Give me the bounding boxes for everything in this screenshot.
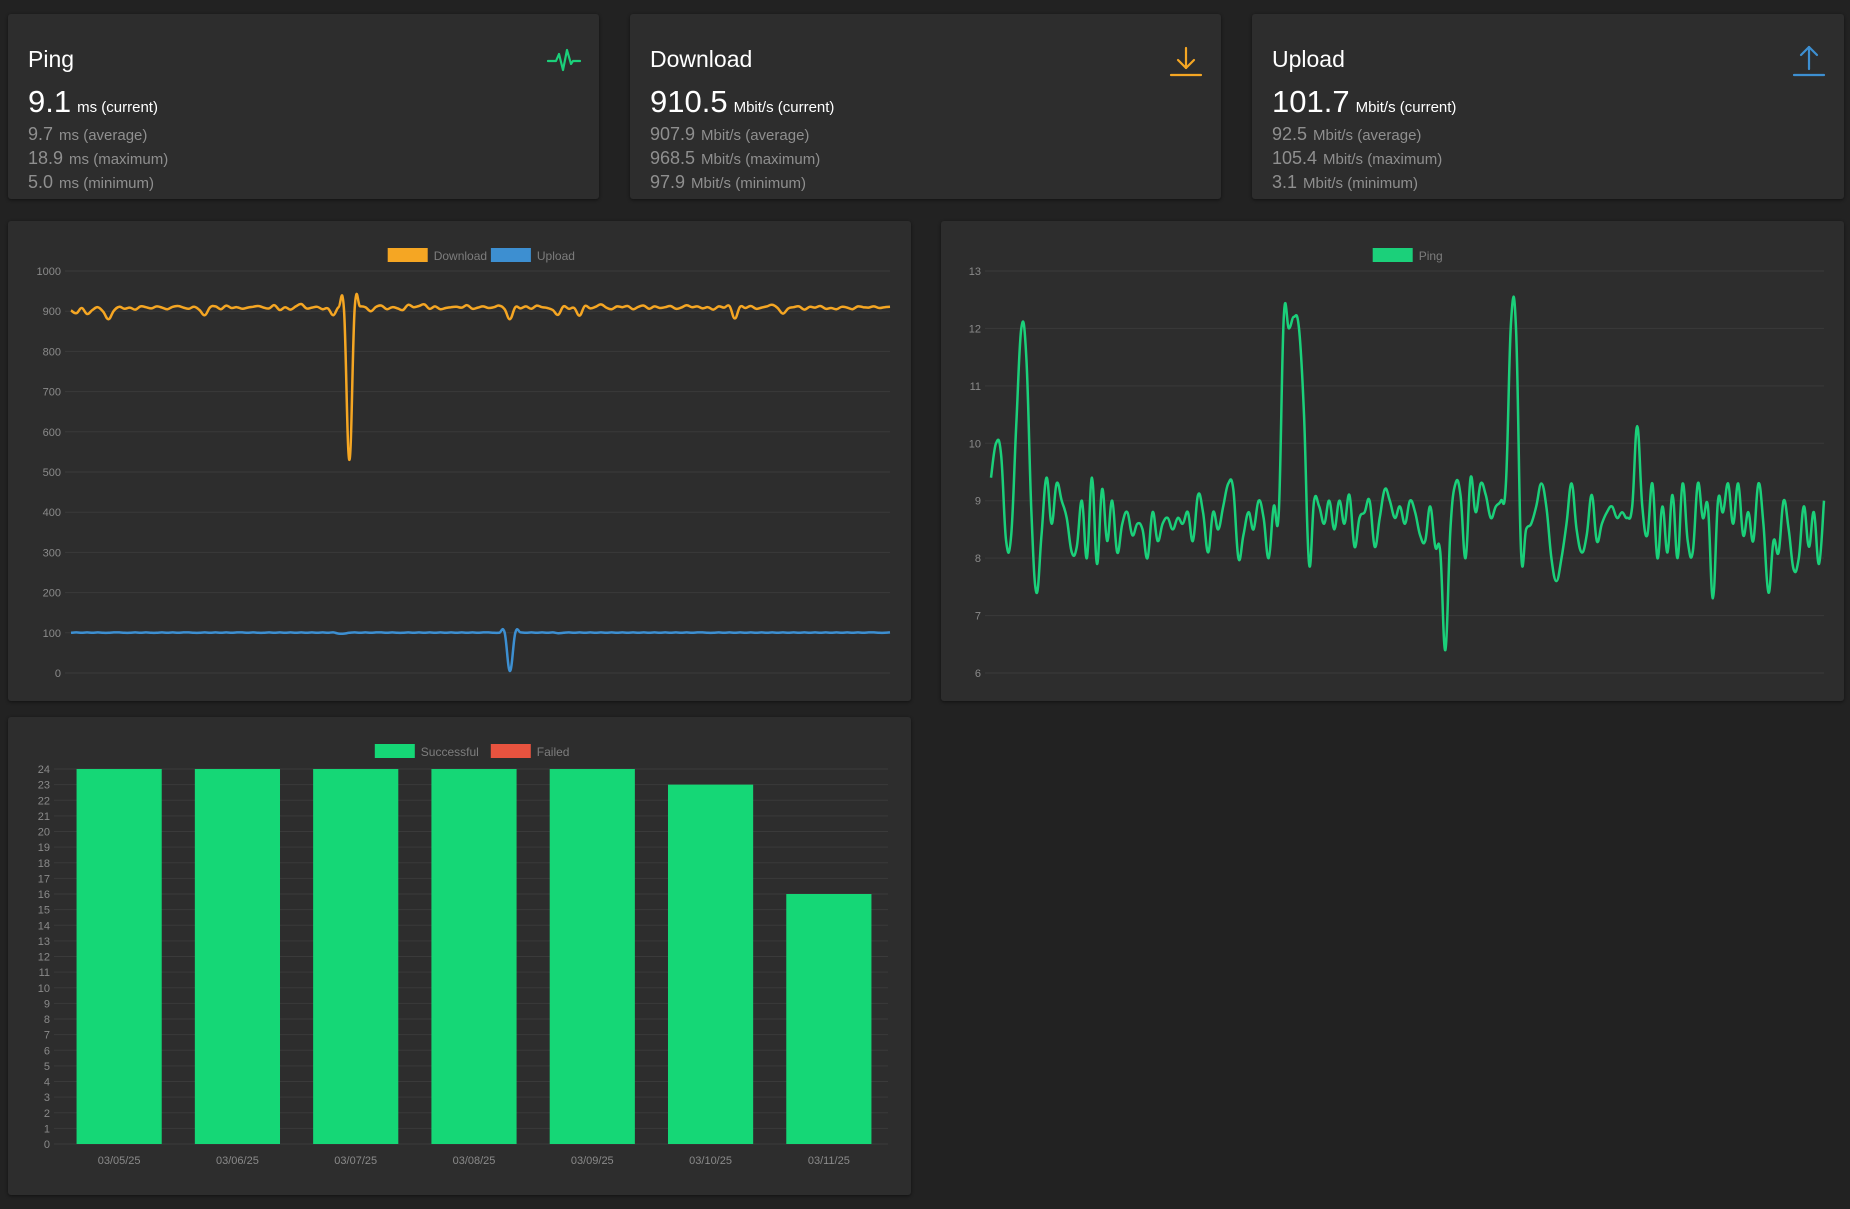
upload-minimum: 3.1 Mbit/s (minimum) [1272,172,1419,192]
download-stat-card: Download 910.5 Mbit/s (current) 907.9 Mbit… [630,14,1221,199]
legend-label-failed: Failed [537,745,570,759]
ping-stat-card: Ping 9.1 ms (current) 9.7 ms (average) 18.… [8,14,599,199]
y-tick-label: 0 [55,668,61,680]
download-maximum: 968.5 Mbit/s (maximum) [650,148,821,168]
y-tick-label: 14 [38,920,50,932]
y-tick-label: 900 [43,306,61,318]
y-tick-label: 17 [38,873,50,885]
y-tick-label: 6 [975,668,981,680]
bar-successful [549,769,635,1144]
y-tick-label: 9 [975,496,981,508]
y-tick-label: 10 [38,983,50,995]
y-tick-label: 7 [44,1030,50,1042]
legend-label-ping: Ping [1419,249,1443,263]
download-current: 910.5 Mbit/s (current) [650,84,835,119]
y-tick-label: 23 [38,780,50,792]
legend-swatch-ping [1372,248,1413,262]
bar-successful [76,769,162,1144]
y-tick-label: 500 [43,467,61,479]
series-line-upload [70,627,891,673]
x-tick-label: 03/05/25 [98,1155,141,1167]
y-tick-label: 800 [43,346,61,358]
x-tick-label: 03/06/25 [216,1155,259,1167]
upload-current: 101.7 Mbit/s (current) [1272,84,1457,119]
legend-swatch-failed [490,744,531,758]
bar-successful [431,769,517,1144]
legend-swatch-successful [374,744,415,758]
y-tick-label: 8 [975,553,981,565]
series-line-ping [989,295,1826,652]
y-tick-label: 6 [44,1045,50,1057]
y-tick-label: 12 [969,323,981,335]
results-chart-card: 0 1 2 3 4 5 6 7 8 9 10 11 12 13 14 15 16 17 18 19 20 21 22 23 24… [8,717,911,1195]
y-tick-label: 19 [38,842,50,854]
speed-chart-card: 0 100 200 300 400 500 600 700 800 900 1000 Download… [8,221,911,701]
x-tick-label: 03/10/25 [689,1155,732,1167]
download-minimum: 97.9 Mbit/s (minimum) [650,172,807,192]
y-tick-label: 600 [43,427,61,439]
speed-chart: 0 100 200 300 400 500 600 700 800 900 1000 Download… [37,248,891,680]
upload-average: 92.5 Mbit/s (average) [1272,124,1422,144]
legend-swatch-upload [490,248,531,262]
series-line-download [70,292,891,462]
x-tick-label: 03/11/25 [808,1155,850,1167]
ping-current: 9.1 ms (current) [28,84,158,119]
y-tick-label: 2 [44,1108,50,1120]
ping-chart-card: 6 7 8 9 10 11 12 13 Ping [941,221,1844,701]
y-tick-label: 16 [38,889,50,901]
heartbeat-icon [547,48,581,72]
y-tick-label: 4 [44,1077,50,1089]
legend-swatch-download [387,248,428,262]
bar-successful [194,769,281,1144]
y-tick-label: 100 [43,628,61,640]
download-average: 907.9 Mbit/s (average) [650,124,810,144]
y-tick-label: 1 [44,1123,50,1135]
y-tick-label: 24 [38,764,50,776]
y-tick-label: 700 [43,387,61,399]
x-tick-label: 03/08/25 [453,1155,496,1167]
upload-arrow-icon [1792,45,1826,77]
y-tick-label: 9 [44,998,50,1010]
y-tick-label: 8 [44,1014,50,1026]
y-tick-label: 7 [975,611,981,623]
upload-stat-card: Upload 101.7 Mbit/s (current) 92.5 Mbit/s … [1252,14,1844,199]
y-tick-label: 12 [38,952,50,964]
download-title: Download [650,46,753,72]
y-tick-label: 1000 [37,266,61,278]
y-tick-label: 200 [43,588,61,600]
y-tick-label: 21 [38,811,50,823]
y-tick-label: 3 [44,1092,50,1104]
y-tick-label: 18 [38,858,50,870]
bar-successful [786,894,872,1144]
legend-label-successful: Successful [421,745,479,759]
y-tick-label: 400 [43,507,61,519]
results-chart: 0123456789101112131415161718192021222324… [38,744,888,1167]
y-tick-label: 15 [38,905,50,917]
ping-maximum: 18.9 ms (maximum) [28,148,169,168]
y-tick-label: 0 [44,1139,50,1151]
ping-title: Ping [28,46,75,72]
upload-maximum: 105.4 Mbit/s (maximum) [1272,148,1443,168]
x-tick-label: 03/09/25 [571,1155,614,1167]
legend-label-download: Download [434,249,487,263]
ping-average: 9.7 ms (average) [28,124,148,144]
y-tick-label: 5 [44,1061,50,1073]
y-tick-label: 300 [43,547,61,559]
x-tick-label: 03/07/25 [334,1155,377,1167]
y-tick-label: 10 [969,438,981,450]
ping-chart: 6 7 8 9 10 11 12 13 Ping [969,248,1826,680]
bar-successful [313,769,399,1144]
legend-label-upload: Upload [537,249,575,263]
y-tick-label: 13 [38,936,50,948]
ping-minimum: 5.0 ms (minimum) [28,172,155,192]
y-tick-label: 22 [38,795,50,807]
upload-title: Upload [1272,46,1345,72]
bar-successful [667,784,754,1144]
y-tick-label: 20 [38,827,50,839]
y-tick-label: 13 [969,266,981,278]
y-tick-label: 11 [970,381,981,393]
y-tick-label: 11 [39,967,50,979]
download-arrow-icon [1169,46,1203,77]
